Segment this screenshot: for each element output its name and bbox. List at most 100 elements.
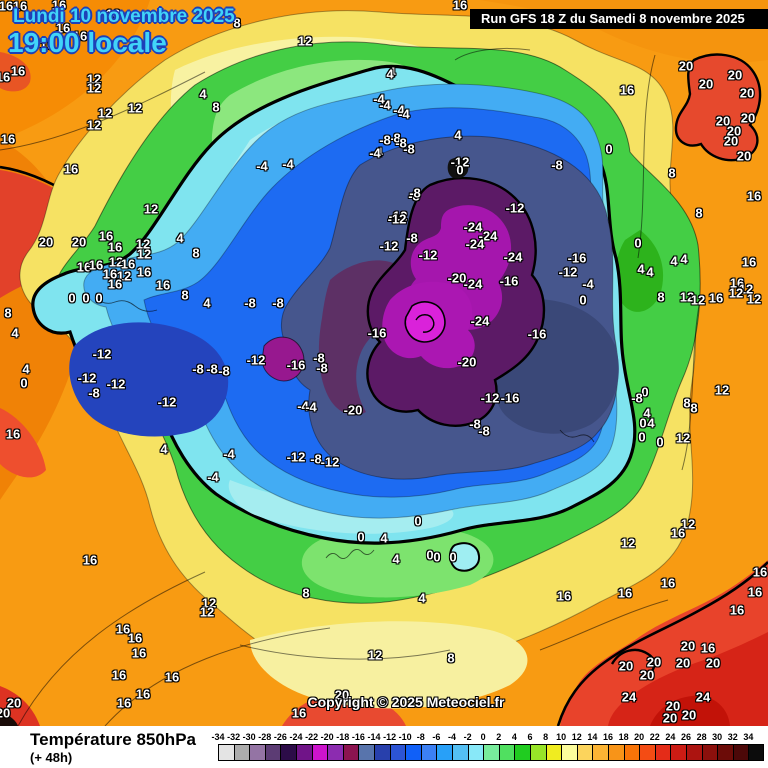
- legend-footer: Température 850hPa (+ 48h) -34 -32 -30 -28-…: [0, 726, 768, 768]
- region-red-warm: [0, 408, 46, 478]
- legend-tick-label: 26: [680, 732, 692, 742]
- region-red-warm-arctic: [674, 53, 762, 162]
- legend-color-cell: [732, 744, 749, 761]
- copyright-text: Copyright © 2025 Meteociel.fr: [307, 694, 505, 710]
- region-dark-blue-pool: [69, 322, 229, 437]
- region-red-warm: [650, 695, 730, 726]
- temperature-color-scale: -34 -32 -30 -28 -26 -24 -22 -20 -18 -16 -14 -12 -10-…: [0, 726, 768, 768]
- legend-tick-label: -26: [273, 732, 287, 742]
- legend-color-cell: [498, 744, 515, 761]
- legend-tick-label: 30: [712, 732, 723, 742]
- legend-tick-label: -8: [416, 732, 425, 742]
- legend-color-cell: [467, 744, 484, 761]
- legend-tick-label: 8: [543, 732, 549, 742]
- region-red-warm: [0, 686, 40, 726]
- legend-color-cell: [576, 744, 593, 761]
- legend-color-cell: [717, 744, 733, 761]
- legend-color-cell: [233, 744, 250, 761]
- legend-tick-label: -22: [305, 732, 319, 742]
- legend-color-cell: [483, 744, 499, 761]
- region-red-warm: [0, 52, 31, 92]
- feature-iceland-gradient: [447, 157, 469, 179]
- legend-color-cell: [748, 744, 764, 761]
- legend-tick-label: 14: [587, 732, 598, 742]
- legend-color-cell: [639, 744, 655, 761]
- legend-color-cell: [358, 744, 374, 761]
- legend-color-cell: [436, 744, 452, 761]
- legend-color-cell: [389, 744, 406, 761]
- legend-color-cell: [608, 744, 624, 761]
- isotherm-swirl: [415, 314, 435, 333]
- legend-color-cell: [405, 744, 421, 761]
- legend-tick-label: 22: [649, 732, 660, 742]
- legend-color-cell: [249, 744, 265, 761]
- legend-color-cell: [296, 744, 312, 761]
- legend-tick-label: -18: [336, 732, 350, 742]
- legend-color-cell: [327, 744, 343, 761]
- legend-tick-label: -14: [367, 732, 381, 742]
- legend-tick-label: 6: [527, 732, 533, 742]
- legend-tick-label: -12: [383, 732, 397, 742]
- legend-tick-label: -2: [463, 732, 472, 742]
- legend-color-cell: [530, 744, 546, 761]
- forecast-offset-label: (+ 48h): [30, 750, 73, 765]
- legend-tick-label: 4: [511, 732, 517, 742]
- valid-date-text: Lundi 10 novembre 2025: [13, 6, 235, 27]
- coastline-lines: [94, 297, 595, 559]
- legend-tick-label: -4: [447, 732, 457, 742]
- legend-color-cell: [623, 744, 640, 761]
- legend-tick-label: 16: [602, 732, 614, 742]
- legend-tick-label: -30: [242, 732, 256, 742]
- region-red-warm: [608, 632, 768, 726]
- map-canvas: [0, 0, 768, 726]
- legend-color-cell: [561, 744, 577, 761]
- feature-baltic-cold-lake: [449, 542, 481, 572]
- legend-color-cell: [311, 744, 328, 761]
- legend-tick-label: 18: [618, 732, 629, 742]
- legend-color-cell: [374, 744, 390, 761]
- legend-color-cell: [342, 744, 359, 761]
- legend-tick-label: -34: [211, 732, 225, 742]
- legend-tick-label: 10: [556, 732, 567, 742]
- region-orange-shade: [0, 0, 150, 140]
- legend-tick-label: -20: [320, 732, 334, 742]
- isotherm-20-thick: [556, 561, 768, 726]
- temperature-map: 1616161616161681241616161212121212161612…: [0, 0, 768, 726]
- legend-tick-label: 32: [727, 732, 738, 742]
- model-run-banner: Run GFS 18 Z du Samedi 8 novembre 2025: [470, 9, 768, 29]
- legend-tick-label: -32: [227, 732, 241, 742]
- region-light-green-europe: [301, 526, 494, 598]
- legend-tick-label: 24: [665, 732, 676, 742]
- isotherm-20-thick: [610, 648, 656, 678]
- legend-color-cell: [280, 744, 296, 761]
- legend-color-cell: [218, 744, 234, 761]
- legend-color-cell: [670, 744, 686, 761]
- legend-color-cell: [452, 744, 468, 761]
- legend-tick-label: 34: [743, 732, 754, 742]
- legend-color-cell: [545, 744, 562, 761]
- legend-color-cell: [592, 744, 608, 761]
- legend-tick-label: -16: [351, 732, 365, 742]
- isotherm-thin-lines: [0, 47, 701, 726]
- legend-color-cell: [514, 744, 530, 761]
- region-dark-green: [615, 230, 664, 312]
- legend-tick-label: 20: [634, 732, 645, 742]
- region-greenland-cold-spot: [261, 336, 305, 382]
- legend-tick-label: -6: [432, 732, 441, 742]
- region-hot-spot: [0, 712, 18, 726]
- legend-tick-label: -24: [289, 732, 303, 742]
- region-pale-yellow: [250, 621, 528, 709]
- map-parameter-title: Température 850hPa: [30, 730, 196, 749]
- legend-color-cell: [420, 744, 437, 761]
- legend-tick-label: -28: [258, 732, 272, 742]
- legend-tick-label: 12: [571, 732, 582, 742]
- legend-color-cell: [701, 744, 718, 761]
- valid-time-text: 19:00 locale: [8, 27, 167, 58]
- legend-color-cell: [264, 744, 281, 761]
- legend-color-cell: [686, 744, 702, 761]
- legend-tick-label: 28: [696, 732, 707, 742]
- legend-color-cell: [654, 744, 671, 761]
- region-magenta-minimum: [404, 301, 446, 343]
- legend-tick-label: -10: [398, 732, 412, 742]
